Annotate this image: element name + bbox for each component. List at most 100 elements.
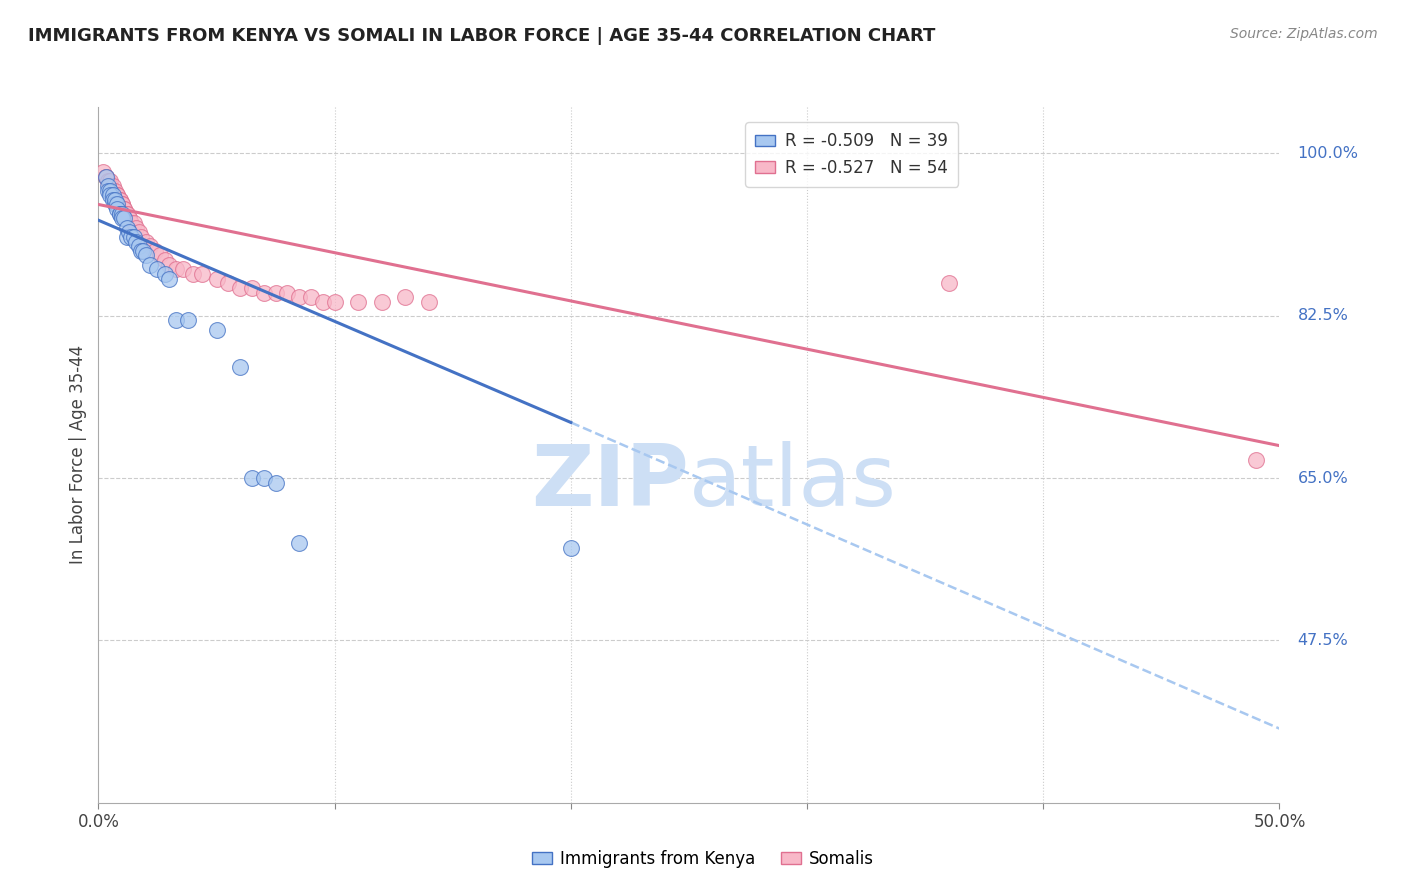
Point: [371, 294, 394, 309]
Point: [240, 281, 263, 295]
Point: [129, 230, 152, 244]
Point: [394, 290, 416, 304]
Point: [111, 197, 134, 211]
Legend: Immigrants from Kenya, Somalis: Immigrants from Kenya, Somalis: [526, 844, 880, 875]
Point: [264, 285, 287, 300]
Point: [129, 244, 152, 258]
Point: [104, 184, 127, 198]
Point: [177, 313, 200, 327]
Text: Source: ZipAtlas.com: Source: ZipAtlas.com: [1230, 27, 1378, 41]
Point: [118, 211, 141, 226]
Point: [229, 359, 252, 374]
Point: [108, 193, 131, 207]
Point: [139, 258, 162, 272]
Point: [253, 471, 276, 485]
Point: [165, 313, 187, 327]
Point: [205, 271, 228, 285]
Point: [143, 244, 166, 258]
Point: [347, 294, 370, 309]
Point: [264, 475, 287, 490]
Point: [121, 216, 143, 230]
Point: [97, 184, 120, 198]
Point: [105, 188, 128, 202]
Point: [135, 235, 157, 249]
Point: [112, 202, 135, 216]
Point: [97, 174, 120, 188]
Text: 47.5%: 47.5%: [1298, 633, 1348, 648]
Point: [181, 267, 204, 281]
Point: [98, 184, 121, 198]
Point: [98, 188, 121, 202]
Legend: R = -0.509   N = 39, R = -0.527   N = 54: R = -0.509 N = 39, R = -0.527 N = 54: [745, 122, 957, 186]
Point: [276, 285, 298, 300]
Point: [122, 230, 145, 244]
Text: ZIP: ZIP: [531, 442, 689, 524]
Point: [98, 174, 121, 188]
Point: [104, 197, 127, 211]
Point: [94, 169, 117, 184]
Text: 82.5%: 82.5%: [1298, 309, 1348, 323]
Point: [299, 290, 322, 304]
Point: [111, 207, 134, 221]
Point: [115, 230, 138, 244]
Point: [101, 184, 124, 198]
Point: [115, 207, 138, 221]
Point: [217, 277, 239, 291]
Point: [98, 178, 121, 193]
Point: [153, 267, 176, 281]
Point: [128, 225, 150, 239]
Point: [157, 271, 180, 285]
Point: [125, 235, 148, 249]
Text: atlas: atlas: [689, 442, 897, 524]
Point: [153, 253, 176, 268]
Point: [312, 294, 335, 309]
Point: [108, 193, 131, 207]
Point: [288, 536, 311, 550]
Point: [128, 239, 150, 253]
Point: [111, 197, 134, 211]
Point: [105, 197, 128, 211]
Text: 65.0%: 65.0%: [1298, 471, 1348, 485]
Point: [938, 277, 960, 291]
Point: [101, 188, 124, 202]
Point: [172, 262, 194, 277]
Point: [560, 541, 582, 555]
Point: [1244, 452, 1267, 467]
Point: [240, 471, 263, 485]
Point: [101, 178, 124, 193]
Point: [94, 169, 117, 184]
Point: [104, 193, 127, 207]
Y-axis label: In Labor Force | Age 35-44: In Labor Force | Age 35-44: [69, 345, 87, 565]
Point: [229, 281, 252, 295]
Point: [104, 188, 127, 202]
Point: [191, 267, 214, 281]
Point: [108, 207, 131, 221]
Point: [288, 290, 311, 304]
Point: [108, 207, 131, 221]
Point: [105, 202, 128, 216]
Text: 100.0%: 100.0%: [1298, 146, 1358, 161]
Point: [157, 258, 180, 272]
Point: [112, 202, 135, 216]
Point: [132, 244, 155, 258]
Text: IMMIGRANTS FROM KENYA VS SOMALI IN LABOR FORCE | AGE 35-44 CORRELATION CHART: IMMIGRANTS FROM KENYA VS SOMALI IN LABOR…: [28, 27, 935, 45]
Point: [323, 294, 346, 309]
Point: [146, 262, 169, 277]
Point: [122, 216, 145, 230]
Point: [118, 211, 141, 226]
Point: [253, 285, 276, 300]
Point: [139, 239, 162, 253]
Point: [165, 262, 187, 277]
Point: [135, 248, 157, 262]
Point: [94, 169, 117, 184]
Point: [125, 220, 148, 235]
Point: [121, 230, 143, 244]
Point: [115, 220, 138, 235]
Point: [101, 193, 124, 207]
Point: [112, 211, 135, 226]
Point: [111, 211, 134, 226]
Point: [105, 188, 128, 202]
Point: [418, 294, 440, 309]
Point: [115, 207, 138, 221]
Point: [118, 225, 141, 239]
